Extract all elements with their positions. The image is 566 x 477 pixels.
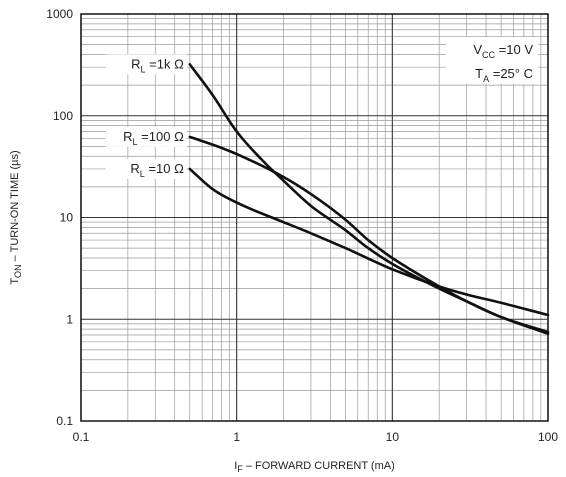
series-label-rl-10: RL =10 Ω — [130, 161, 184, 179]
x-axis-title: IF – FORWARD CURRENT (mA) — [234, 460, 395, 474]
series-label-rl-100: RL =100 Ω — [123, 129, 184, 147]
x-tick-labels: 0.1 1 10 100 — [73, 430, 559, 444]
y-tick-label: 1000 — [46, 7, 73, 21]
series-label-background — [105, 54, 187, 75]
x-tick-label: 10 — [386, 430, 400, 444]
y-tick-label: 10 — [60, 211, 74, 225]
condition-labels: VCC =10 V TA =25° C — [446, 37, 538, 84]
x-tick-label: 0.1 — [73, 430, 90, 444]
series-labels: RL =1k Ω RL =100 Ω RL =10 Ω — [105, 54, 187, 179]
x-tick-label: 100 — [538, 430, 558, 444]
y-tick-label: 100 — [53, 109, 73, 123]
plot-frame — [80, 13, 549, 422]
condition-vcc: VCC =10 V — [473, 42, 533, 60]
y-tick-label: 1 — [66, 312, 73, 326]
series-label-background — [105, 126, 187, 147]
y-axis-title: TON – TURN-ON TIME (µs) — [9, 150, 23, 284]
series-line-rl-100 — [188, 135, 550, 334]
y-tick-labels: 0.1 1 10 100 1000 — [46, 7, 73, 428]
y-tick-label: 0.1 — [56, 414, 73, 428]
series-line-rl-10 — [188, 167, 550, 317]
condition-ta: TA =25° C — [475, 66, 533, 84]
series-label-rl-1k: RL =1k Ω — [131, 56, 184, 74]
x-tick-label: 1 — [233, 430, 240, 444]
series-lines — [188, 63, 550, 336]
series-label-background — [105, 158, 187, 179]
conditions-background — [446, 37, 538, 84]
